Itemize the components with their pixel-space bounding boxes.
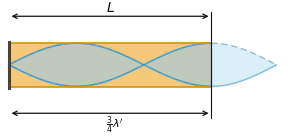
Text: $\frac{3}{4}\lambda'$: $\frac{3}{4}\lambda'$ <box>106 114 124 136</box>
Bar <box>9 43 212 87</box>
Text: L: L <box>106 1 114 15</box>
